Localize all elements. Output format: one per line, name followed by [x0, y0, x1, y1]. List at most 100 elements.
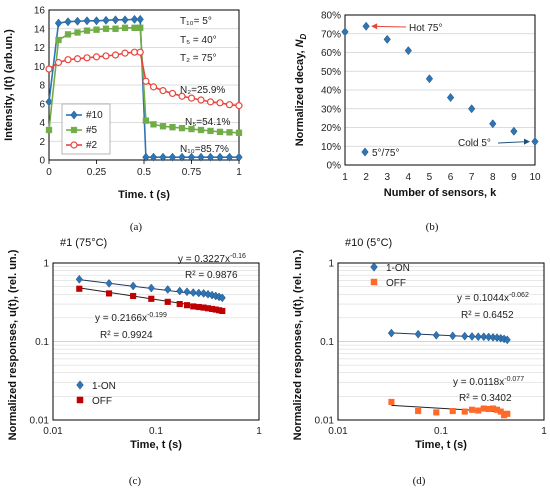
data-point-b: [362, 21, 370, 31]
data-point-c-1-on: [164, 285, 172, 294]
x-axis-label-d: Time, t (s): [415, 439, 467, 451]
y-tick-label-b: 60%: [321, 48, 341, 59]
caption-c: (c): [129, 475, 142, 487]
data-point-5: [121, 24, 129, 31]
y-tick-label-b: 20%: [321, 123, 341, 134]
data-point-c-off: [76, 285, 83, 292]
chart-title-d: #10 (5°C): [345, 237, 392, 249]
legend-label-10: #10: [86, 110, 103, 121]
x-tick-label-b: 1: [342, 172, 348, 183]
legend-label-2: #2: [86, 140, 98, 151]
x-tick-label-d: 0.01: [328, 426, 348, 437]
y-tick-label-b: 50%: [321, 67, 341, 78]
data-point-d-off: [475, 407, 482, 414]
data-point-c-1-on: [129, 281, 137, 291]
data-point-2: [92, 53, 101, 61]
x-tick-label-d: 1: [541, 426, 547, 437]
hot-arrow-head: [371, 23, 378, 30]
legend-d: 1-ON OFF: [370, 262, 410, 289]
data-point-2: [73, 55, 82, 63]
y-axis-label-d: Normalized responses, u(t), (rel. un.): [292, 249, 304, 440]
data-point-d-1-on: [468, 332, 476, 341]
x-tick-label-d: 0.1: [434, 426, 448, 437]
series-line-10: [48, 18, 239, 158]
y-tick-label-b: 30%: [321, 104, 341, 115]
legend-marker-d-1-on: [370, 262, 378, 272]
x-tick-label-b: 7: [469, 172, 475, 183]
data-point-10: [197, 152, 205, 162]
annotation-n2: N₂=25.9%: [180, 85, 225, 96]
y-tick-label-a: 12: [34, 43, 46, 54]
data-point-2: [142, 77, 150, 85]
panel-b: 0% 10% 20% 30% 40% 50% 60% 70% 80% 1 2 3 4 5 6 7 8 9 10 No…: [294, 11, 541, 234]
x-tick-label-c: 0.01: [43, 426, 63, 437]
cold-arrow-head: [524, 138, 530, 145]
data-point-c-off: [148, 295, 155, 302]
annotation-t5: T₅ = 40°: [180, 35, 217, 46]
data-point-c-off: [130, 292, 137, 300]
data-point-2: [149, 83, 158, 91]
annotation-cold: Cold 5°: [458, 138, 491, 149]
panel-d: 0.01 0.1 1 0.01 0.1 1 #10 (5°C) Normalized re…: [292, 237, 547, 487]
y-tick-label-a: 2: [39, 137, 45, 148]
x-tick-label-b: 5: [427, 172, 433, 183]
data-point-b: [446, 93, 455, 102]
panel-c: 0.01 0.1 1 0.01 0.1 1 #1 (75°C) Normalized re…: [7, 237, 262, 487]
legend-a: #10 #5 #2: [61, 103, 111, 155]
y-axis-label-a: Intensity, I(t) (arb.un.): [3, 29, 15, 141]
data-point-c-1-on: [176, 286, 184, 296]
caption-b: (b): [426, 221, 439, 233]
data-point-2: [159, 87, 167, 95]
data-point-10: [111, 15, 120, 25]
hot-arrow: [372, 25, 407, 28]
data-point-2: [178, 92, 186, 100]
y-axis-label-b: Normalized decay, ND: [294, 33, 308, 146]
data-point-d-1-on: [503, 335, 511, 345]
legend-c: 1-ON OFF: [76, 380, 116, 407]
y-tick-label-a: 4: [39, 118, 45, 129]
data-point-b: [510, 126, 518, 136]
data-point-5: [93, 26, 100, 33]
fit-eq-c-on: y = 0.3227x-0.16: [178, 253, 246, 265]
data-point-10: [64, 17, 72, 27]
data-point-5: [55, 36, 62, 44]
data-point-5: [137, 24, 144, 31]
y-tick-label-b: 0%: [327, 161, 342, 172]
data-point-10: [130, 14, 139, 24]
y-tick-label-b: 40%: [321, 86, 341, 97]
data-point-10: [121, 15, 129, 25]
x-axis-label-a: Time. t (s): [118, 189, 170, 201]
x-tick-label-b: 8: [490, 172, 496, 183]
data-point-c-1-on: [105, 278, 113, 288]
data-point-b: [531, 137, 539, 147]
data-point-c-off: [183, 302, 191, 309]
data-point-d-1-on: [449, 331, 457, 341]
data-point-d-1-on: [432, 330, 440, 340]
y-tick-label-d: 0.01: [315, 416, 335, 427]
data-point-5: [226, 129, 233, 136]
x-tick-label-a: 1: [236, 167, 242, 178]
legend-label-d-on: 1-ON: [386, 263, 410, 274]
fit-r2-d-on: R² = 0.6452: [461, 310, 514, 321]
data-point-2: [45, 65, 53, 73]
data-point-10: [54, 18, 63, 28]
data-point-2: [83, 54, 91, 62]
data-point-2: [102, 52, 110, 60]
y-tick-label-b: 10%: [321, 142, 341, 153]
data-point-5: [142, 117, 150, 124]
plot-area-d: [337, 262, 545, 421]
data-point-2: [197, 96, 205, 104]
x-tick-label-c: 1: [256, 426, 262, 437]
y-tick-label-a: 0: [39, 156, 45, 167]
annotation-hot: Hot 75°: [409, 23, 442, 34]
caption-a: (a): [130, 221, 143, 233]
data-point-c-off: [190, 303, 197, 310]
data-point-10: [45, 97, 53, 107]
data-point-5: [207, 127, 214, 135]
x-tick-label-b: 3: [384, 172, 390, 183]
fit-eq-d-off: y = 0.0118x-0.077: [453, 376, 524, 388]
data-point-5: [102, 25, 110, 32]
x-tick-label-b: 4: [406, 172, 412, 183]
y-tick-label-a: 6: [39, 99, 45, 110]
data-point-b: [425, 74, 434, 84]
